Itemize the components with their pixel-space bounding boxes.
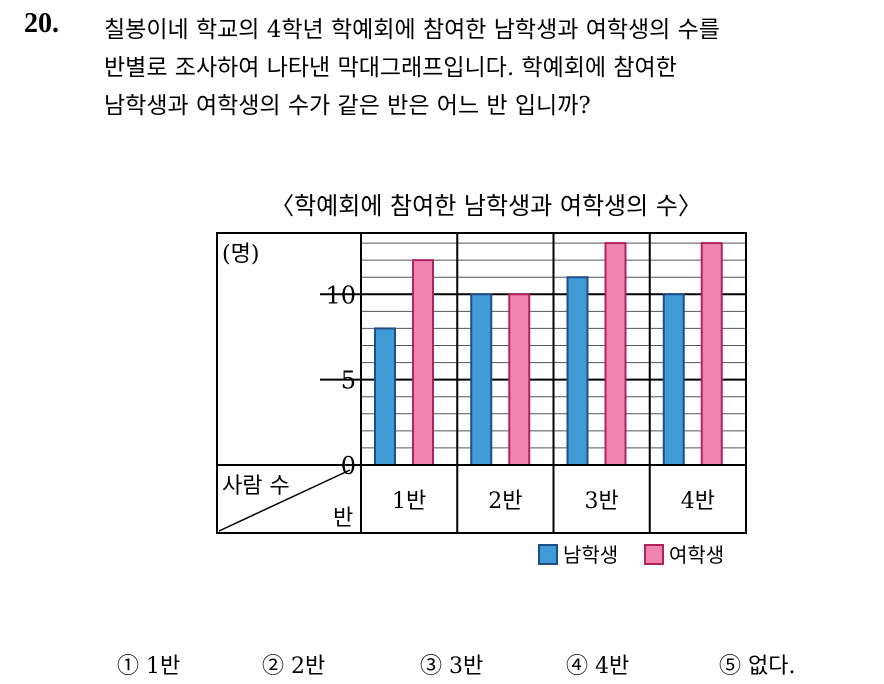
legend-label: 남학생 [563, 543, 618, 567]
choice-5[interactable]: ⑤ 없다. [719, 654, 796, 679]
y-tick-label: 10 [325, 281, 356, 309]
question-line-3: 남학생과 여학생의 수가 같은 반은 어느 반 입니까? [104, 93, 591, 119]
chart-bars [374, 242, 723, 467]
category-label: 4반 [681, 489, 715, 514]
legend-swatch [644, 544, 664, 565]
y-unit-label: (명) [222, 242, 259, 267]
category-label: 3반 [585, 489, 619, 514]
legend-label: 여학생 [669, 543, 724, 567]
bar-여학생-4반 [700, 242, 723, 466]
chart-frame [216, 232, 747, 534]
y-tick-label: 0 [341, 452, 356, 480]
chart-title: 〈학예회에 참여한 남학생과 여학생의 수〉 [270, 192, 702, 220]
y-tick-label: 5 [341, 367, 356, 395]
category-label: 2반 [488, 489, 522, 514]
corner-label-bottom: 반 [333, 506, 353, 531]
choice-3[interactable]: ③ 3반 [420, 654, 484, 679]
question-line-2: 반별로 조사하여 나타낸 막대그래프입니다. 학예회에 참여한 [104, 55, 677, 81]
answer-choices: ① 1반 ② 2반 ③ 3반 ④ 4반 ⑤ 없다. [0, 648, 884, 679]
bar-남학생-1반 [374, 327, 396, 466]
chart-border [216, 232, 747, 534]
question-line-1: 칠봉이네 학교의 4학년 학예회에 참여한 남학생과 여학생의 수를 [104, 17, 720, 43]
bar-여학생-1반 [412, 259, 434, 466]
legend-swatch [538, 544, 558, 565]
bar-여학생-2반 [508, 293, 531, 467]
choice-1[interactable]: ① 1반 [117, 654, 181, 679]
category-label: 1반 [392, 489, 426, 514]
bar-chart: 〈학예회에 참여한 남학생과 여학생의 수〉 0 5 10 (명) 사람 수반 1반 2반 3… [216, 192, 747, 567]
bar-남학생-2반 [470, 293, 493, 467]
bar-남학생-4반 [662, 293, 685, 467]
choice-4[interactable]: ④ 4반 [566, 654, 630, 679]
corner-diagonal [218, 469, 351, 532]
corner-label-top: 사람 수 [222, 474, 290, 499]
question-number: 20. [24, 8, 59, 39]
chart-legend: 남학생 여학생 [538, 543, 724, 567]
choice-2[interactable]: ② 2반 [262, 654, 326, 679]
chart-labels: 0 5 10 (명) 사람 수반 1반 2반 3반 4반 [222, 242, 715, 531]
bar-남학생-3반 [566, 276, 589, 466]
bar-여학생-3반 [604, 242, 627, 466]
